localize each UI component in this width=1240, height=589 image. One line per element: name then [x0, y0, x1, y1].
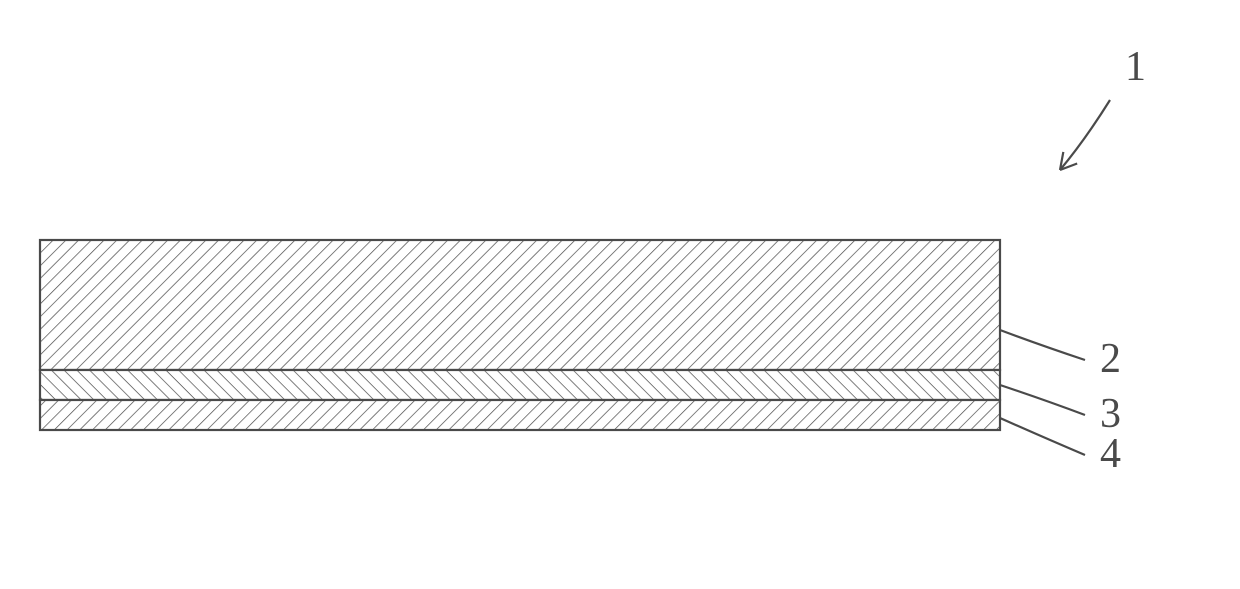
assembly-arrow-shaft: [1060, 100, 1110, 170]
leader-2: [1000, 330, 1085, 360]
layer-2: [40, 240, 1000, 370]
layer-4: [40, 400, 1000, 430]
label-2: 2: [1100, 336, 1121, 382]
layer-3: [40, 370, 1000, 400]
leader-4: [1000, 418, 1085, 455]
diagram-canvas: 2341: [0, 0, 1240, 589]
assembly-label: 1: [1125, 44, 1146, 90]
label-4: 4: [1100, 431, 1121, 477]
leader-3: [1000, 385, 1085, 415]
